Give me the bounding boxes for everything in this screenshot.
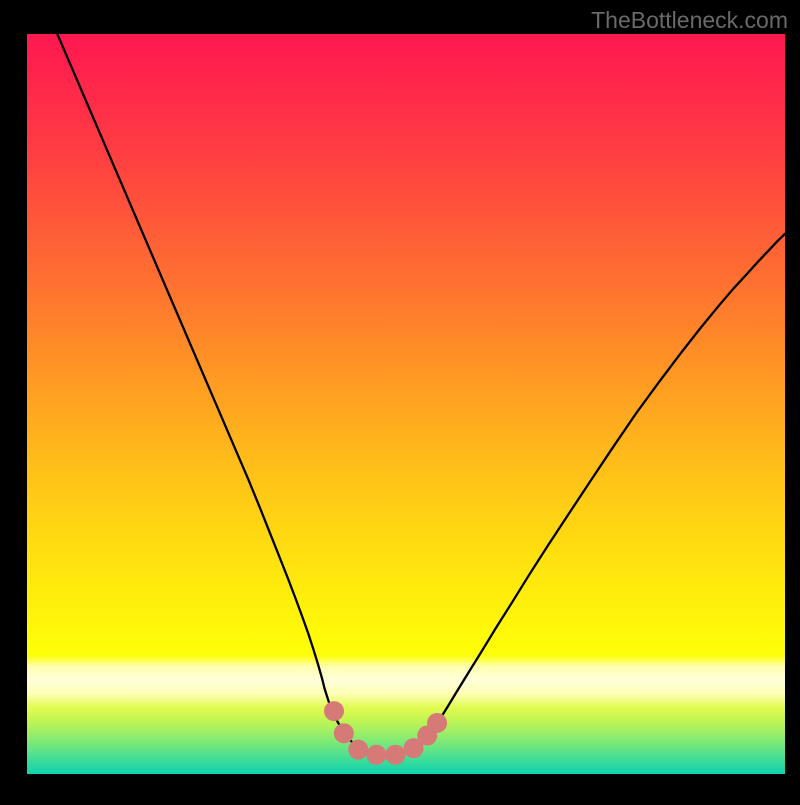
bottleneck-curve-chart [0, 0, 800, 800]
chart-frame: TheBottleneck.com [0, 0, 800, 800]
curve-marker [385, 745, 405, 765]
chart-background-gradient [27, 34, 785, 774]
watermark-text: TheBottleneck.com [591, 7, 788, 34]
curve-marker [324, 701, 344, 721]
curve-marker [366, 745, 386, 765]
curve-marker [334, 723, 354, 743]
curve-marker [348, 740, 368, 760]
curve-marker [427, 713, 447, 733]
